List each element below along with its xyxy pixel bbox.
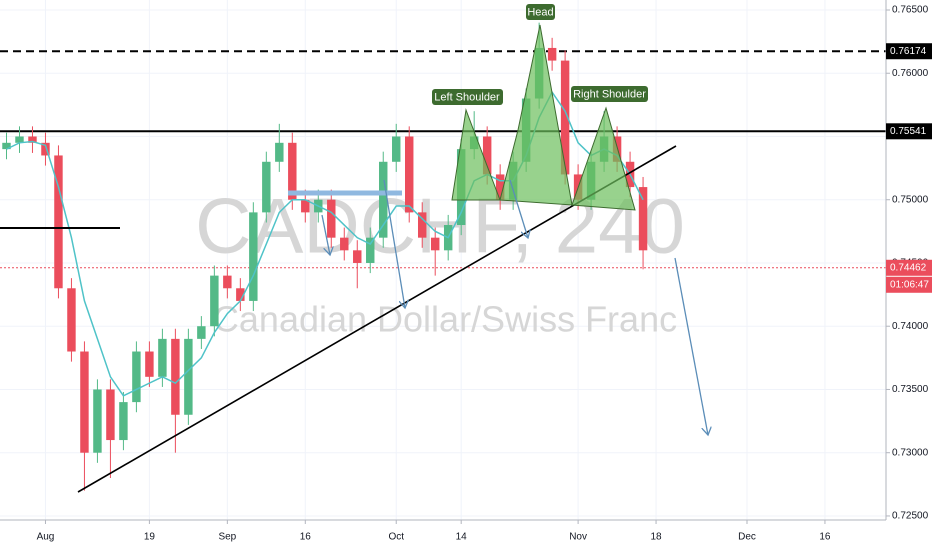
candle-body [171, 338, 180, 415]
candle-body [301, 199, 310, 213]
candle-body [288, 142, 297, 200]
grid [0, 0, 886, 520]
candle-body [184, 338, 193, 415]
candle-body [197, 326, 206, 339]
y-tick-label: 0.73000 [892, 447, 929, 458]
candle-body [67, 288, 76, 352]
arrow [383, 179, 405, 308]
price-label: 0.74462 [890, 262, 927, 273]
price-label: 0.76174 [890, 46, 927, 57]
y-tick-label: 0.76500 [892, 5, 929, 16]
candle-body [210, 275, 219, 327]
left-shoulder-shape [451, 108, 501, 201]
x-tick-label: 14 [456, 532, 468, 543]
candle-body [262, 161, 271, 213]
candle-body [430, 237, 440, 251]
candle-body [417, 212, 427, 238]
candle-body [93, 389, 102, 453]
price-label: 0.75541 [890, 126, 927, 137]
countdown: 01:06:47 [890, 279, 929, 290]
candle-body [132, 351, 141, 403]
x-tick-label: Dec [738, 532, 756, 543]
candle-body [379, 161, 388, 238]
watermark-subtitle: Canadian Dollar/Swiss Franc [213, 299, 677, 340]
label-box [571, 86, 648, 102]
candle-body [327, 199, 336, 238]
candle-body [560, 60, 570, 175]
levels [0, 50, 886, 269]
drawings: Left Shoulder Head Right Shoulder [0, 4, 708, 493]
candle-body [80, 351, 89, 453]
candle-body [547, 47, 557, 61]
x-tick-label: Nov [569, 532, 587, 543]
candle-body [249, 212, 258, 301]
candle-body [482, 136, 492, 175]
right-shoulder-shape [571, 106, 636, 211]
candle-body [366, 237, 375, 263]
price-label-box [886, 43, 932, 60]
candle-body [638, 187, 648, 251]
candle-body [145, 351, 154, 377]
annotation: Head [527, 6, 553, 18]
x-tick-label: 18 [650, 532, 662, 543]
arrow [321, 214, 330, 255]
y-tick-label: 0.74000 [892, 321, 929, 332]
x-tick-label: Sep [218, 532, 236, 543]
y-tick-label: 0.72500 [892, 511, 929, 522]
candle-body [158, 338, 167, 377]
y-tick-label: 0.76000 [892, 68, 929, 79]
x-tick-label: Oct [388, 532, 404, 543]
arrow [674, 257, 708, 435]
candle-body [119, 402, 128, 441]
candle-body [106, 389, 115, 441]
candle-body [223, 275, 232, 289]
x-tick-label: Aug [37, 532, 55, 543]
x-tick-label: 19 [144, 532, 156, 543]
x-tick-label: 16 [819, 532, 831, 543]
price-label-box [886, 123, 932, 140]
annotation: Left Shoulder [434, 91, 500, 103]
candle-body [2, 142, 11, 150]
candle-body [236, 288, 245, 301]
y-tick-label: 0.75000 [892, 194, 929, 205]
candle-body [495, 174, 505, 200]
label-box [432, 89, 503, 105]
x-tick-label: 16 [300, 532, 312, 543]
arrow [509, 179, 528, 238]
candle-body [28, 136, 37, 143]
annotation: Right Shoulder [573, 88, 646, 100]
axes: 0.725000.730000.735000.740000.745000.750… [37, 5, 932, 543]
candle-body [41, 142, 50, 156]
y-tick-label: 0.73500 [892, 384, 929, 395]
label-box [526, 4, 555, 20]
head-shape [499, 24, 573, 206]
candle-body [54, 155, 63, 289]
candle-body [275, 142, 284, 162]
price-label-box [886, 259, 932, 276]
candle-body [405, 136, 414, 213]
candle-body [392, 136, 401, 162]
candle-body [353, 250, 362, 263]
candle-body [15, 136, 24, 143]
candle-body [340, 237, 349, 251]
countdown-box [886, 276, 932, 293]
